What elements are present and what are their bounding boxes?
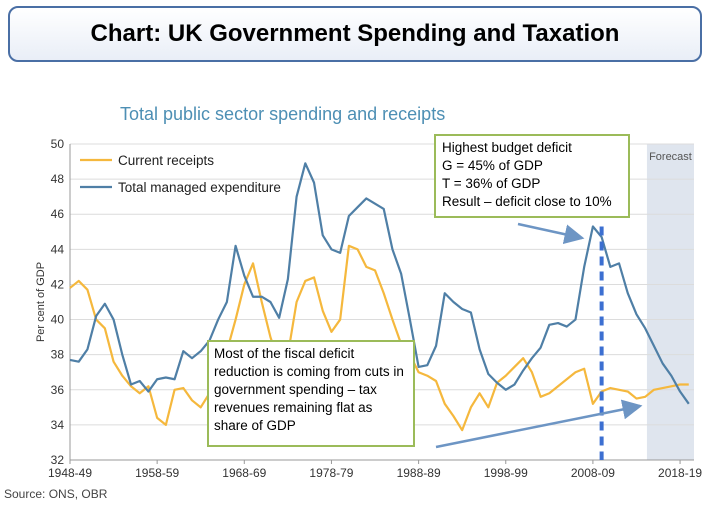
deficit-callout: Highest budget deficit G = 45% of GDP T … (434, 134, 630, 218)
y-tick-label: 34 (51, 418, 65, 432)
series-line-expenditure (69, 162, 690, 405)
x-tick-label: 1978-79 (309, 466, 353, 480)
x-tick-label: 1958-59 (135, 466, 179, 480)
x-tick-label: 1968-69 (222, 466, 266, 480)
callout-text: Most of the fiscal deficit reduction is … (214, 346, 404, 433)
chart-title: Total public sector spending and receipt… (120, 104, 446, 124)
y-tick-label: 46 (51, 207, 65, 221)
callout-line: Result – deficit close to 10% (442, 194, 612, 209)
y-tick-label: 44 (51, 242, 65, 256)
x-tick-label: 1988-89 (397, 466, 441, 480)
x-tick-label: 1948-49 (48, 466, 92, 480)
y-tick-label: 48 (51, 172, 65, 186)
legend-label: Current receipts (118, 153, 214, 168)
y-tick-label: 42 (51, 277, 65, 291)
x-tick-label: 2008-09 (571, 466, 615, 480)
x-tick-label: 2018-19 (658, 466, 702, 480)
source-note: Source: ONS, OBR (4, 487, 108, 501)
deficit-arrow (517, 222, 585, 245)
page-title: Chart: UK Government Spending and Taxati… (90, 20, 620, 47)
forecast-label: Forecast (649, 151, 692, 163)
reduction-callout: Most of the fiscal deficit reduction is … (207, 340, 415, 447)
title-box: Chart: UK Government Spending and Taxati… (8, 6, 702, 62)
reduction-arrow (435, 399, 643, 449)
series-line-receipts (69, 244, 689, 432)
y-tick-label: 36 (51, 383, 65, 397)
y-tick-label: 50 (51, 137, 65, 151)
x-tick-label: 1998-99 (484, 466, 528, 480)
y-tick-label: 40 (51, 313, 65, 327)
callout-line: G = 45% of GDP (442, 158, 543, 173)
y-tick-label: 38 (51, 348, 65, 362)
legend-label: Total managed expenditure (118, 180, 281, 195)
forecast-band (646, 144, 694, 460)
y-axis-label: Per cent of GDP (35, 262, 47, 342)
y-tick-label: 32 (51, 453, 65, 467)
callout-line: Highest budget deficit (442, 140, 572, 155)
callout-line: T = 36% of GDP (442, 176, 541, 191)
